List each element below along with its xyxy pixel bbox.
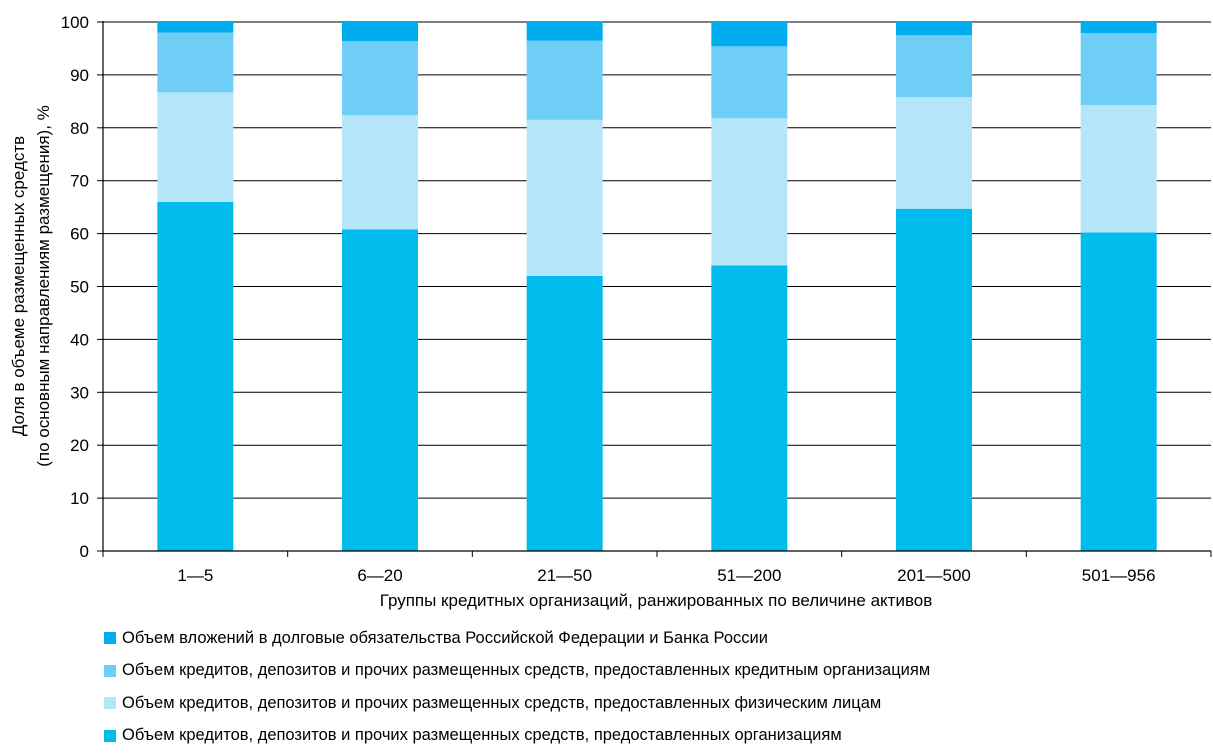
bar-segment [526,119,603,276]
legend-label: Объем кредитов, депозитов и прочих разме… [122,661,931,680]
bar-segment [1080,105,1157,233]
bar-segment [342,115,418,230]
x-tick-label: 201—500 [897,566,971,585]
bar-segment [711,46,788,119]
x-tick-labels: 1—5 6—20 21—50 51—200 201—500 501—956 [177,566,1155,585]
legend-item: Объем кредитов, депозитов и прочих разме… [104,655,1209,688]
y-tick-label: 100 [61,13,89,32]
y-tick-labels: 0 10 20 30 40 50 60 70 80 90 100 [61,13,89,561]
x-tick-label: 501—956 [1082,566,1156,585]
bar-segment [157,92,234,202]
bar-segment [157,22,234,33]
x-tick-label: 1—5 [177,566,213,585]
legend-item: Объем кредитов, депозитов и прочих разме… [104,687,1209,720]
bar-segment [526,40,603,120]
legend-item: Объем кредитов, депозитов и прочих разме… [104,720,1209,753]
bar-segment [896,35,972,98]
y-tick-label: 50 [70,278,89,297]
y-tick-label: 80 [70,119,89,138]
x-tick-label: 21—50 [537,566,592,585]
axes [97,21,1212,557]
bar-segment [1080,33,1157,106]
legend-swatch [104,729,116,742]
bar-segment [896,22,972,36]
bar-segment [711,118,788,266]
y-axis-title-line1: Доля в объеме размещенных средств [9,136,28,436]
y-tick-label: 10 [70,489,89,508]
gridlines [103,21,1211,499]
y-tick-label: 60 [70,225,89,244]
legend-swatch [104,664,116,677]
bar-segment [157,201,234,552]
bar-segment [896,97,972,209]
bar-segment [711,22,788,47]
y-tick-label: 30 [70,383,89,402]
legend-label: Объем кредитов, депозитов и прочих разме… [122,693,882,712]
y-tick-label: 90 [70,66,89,85]
x-axis-title: Группы кредитных организаций, ранжирован… [380,591,933,610]
stacked-bar-chart: 0 10 20 30 40 50 60 70 80 90 100 1—5 6—20 21—50 51—20… [9,13,1212,610]
bar-segment [342,41,418,116]
y-tick-label: 0 [80,542,89,561]
bar-segment [1080,22,1157,34]
bar-segment [526,275,603,551]
bar-segment [342,229,418,552]
legend-label: Объем вложений в долговые обязательства … [122,628,768,647]
bar-segment [526,22,603,41]
bar-segment [342,22,418,42]
x-tick-label: 6—20 [357,566,402,585]
legend-item: Объем вложений в долговые обязательства … [104,622,1209,655]
bar-segment [711,265,788,551]
legend-swatch [104,697,116,710]
bar-segment [1080,232,1157,552]
bar-segment [896,208,972,551]
legend-swatch [104,632,116,645]
y-axis-title-line2: (по основным направлениям размещения), % [34,105,53,467]
y-tick-label: 70 [70,172,89,191]
bars [157,22,1157,552]
bar-segment [157,32,234,93]
y-tick-label: 40 [70,330,89,349]
y-tick-label: 20 [70,436,89,455]
legend: Объем вложений в долговые обязательства … [104,622,1209,752]
x-tick-label: 51—200 [717,566,781,585]
legend-label: Объем кредитов, депозитов и прочих разме… [122,726,842,745]
